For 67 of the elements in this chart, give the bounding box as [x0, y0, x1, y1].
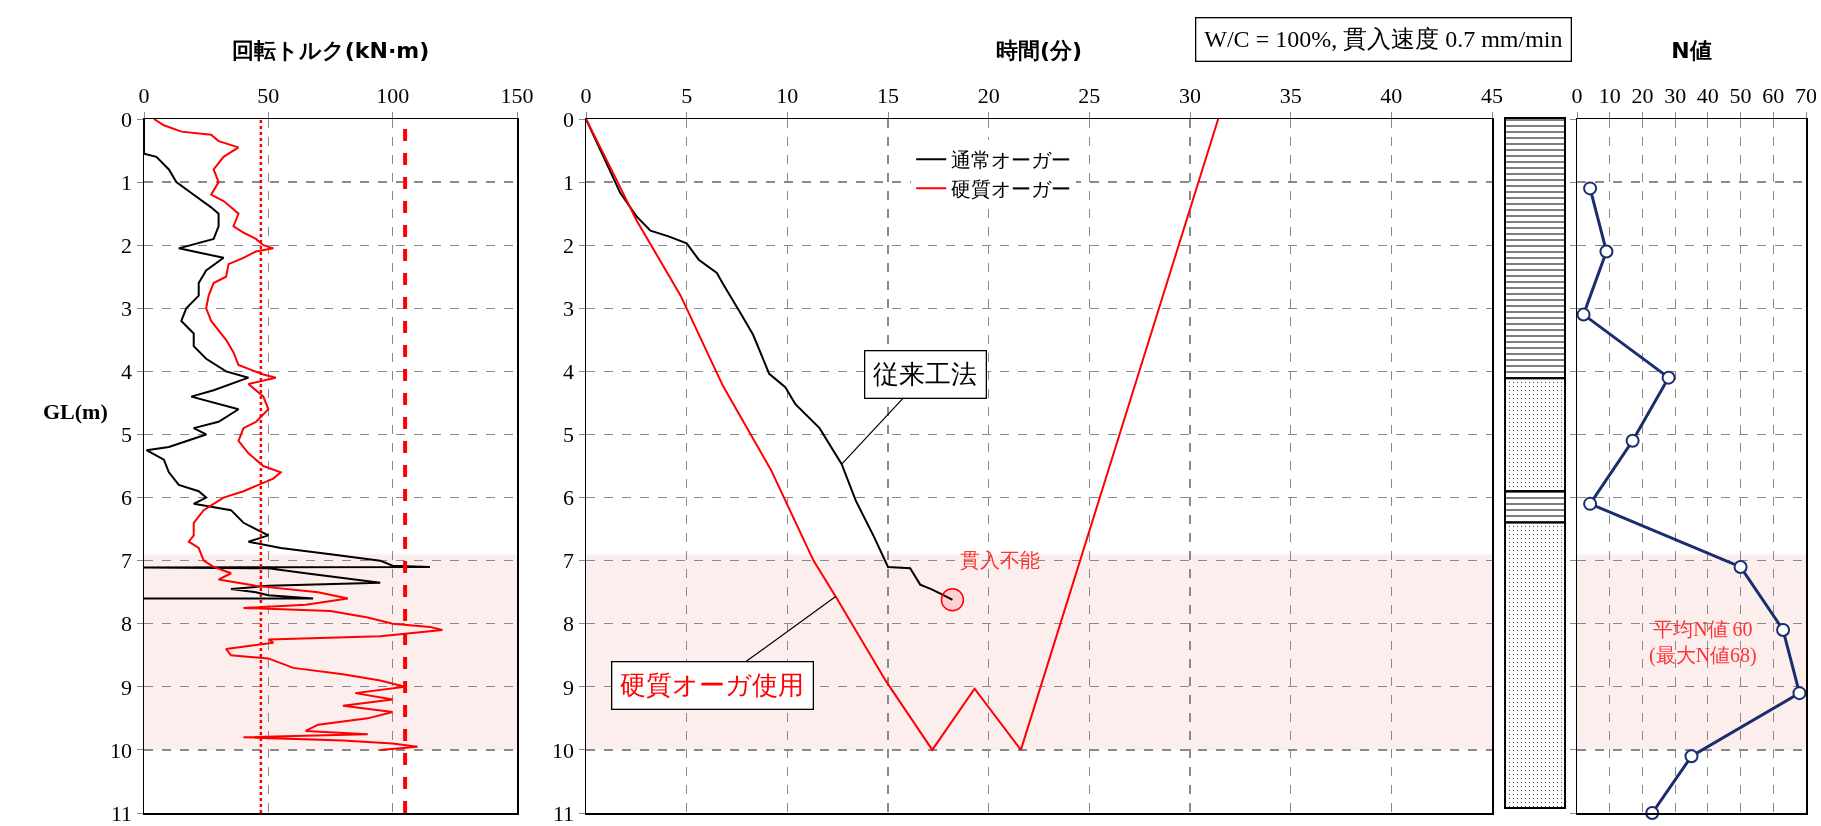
- y-tick-label: 6: [563, 485, 575, 511]
- y-tick-label: 8: [563, 611, 575, 637]
- text: W/C = 100%, 貫入速度 0.7 mm/min: [1204, 26, 1563, 53]
- x-tick-label: 0: [1571, 82, 1583, 108]
- x-tick-label: 5: [681, 82, 693, 108]
- point: [1583, 181, 1598, 196]
- point: [1625, 433, 1640, 448]
- x-tick-label: 40: [1696, 82, 1719, 108]
- y-tick-label: 0: [121, 106, 133, 132]
- point: [1576, 307, 1591, 322]
- y-tick-label: 3: [121, 295, 133, 321]
- y-tick-label: 7: [121, 548, 133, 574]
- y-tick-label: 1: [563, 169, 575, 195]
- y-tick-label: 9: [121, 674, 133, 700]
- point: [1792, 686, 1807, 701]
- y-tick-label: 2: [563, 232, 575, 258]
- x-tick-label: 50: [1729, 82, 1752, 108]
- x-axis-title: 回転トルク(kN·m): [231, 37, 430, 63]
- x-tick-label: 60: [1762, 82, 1785, 108]
- legend-label: 通常オーガー: [951, 148, 1072, 173]
- y-tick-label: 4: [563, 359, 575, 385]
- y-tick-label: 5: [563, 422, 575, 448]
- annotation: 貫入不能: [960, 548, 1040, 572]
- annotation: 硬質オーガ使用: [620, 670, 805, 701]
- y-tick-label: 0: [563, 106, 575, 132]
- x-tick-label: 30: [1179, 82, 1201, 108]
- point: [1684, 749, 1699, 764]
- y-axis-title: GL(m): [43, 399, 108, 424]
- x-tick-label: 20: [977, 82, 1000, 108]
- point: [1776, 623, 1791, 638]
- y-tick-label: 4: [121, 359, 133, 385]
- x-axis-title: 時間(分): [995, 37, 1083, 63]
- point: [1661, 370, 1676, 385]
- x-tick-label: 150: [500, 82, 534, 108]
- y-tick-label: 9: [563, 674, 575, 700]
- y-tick-label: 11: [110, 800, 133, 826]
- x-tick-label: 15: [877, 82, 899, 108]
- annotation: 従来工法: [873, 359, 978, 390]
- x-tick-label: 30: [1664, 82, 1687, 108]
- annotation: 平均N値 60 (最大N値68): [1649, 618, 1757, 667]
- x-tick-label: 25: [1078, 82, 1101, 108]
- y-tick-label: 3: [563, 295, 575, 321]
- x-tick-label: 70: [1795, 82, 1817, 108]
- x-tick-label: 40: [1380, 82, 1403, 108]
- y-tick-label: 5: [121, 422, 133, 448]
- y-tick-label: 2: [121, 232, 133, 258]
- point: [1583, 496, 1598, 511]
- y-tick-label: 1: [121, 169, 133, 195]
- x-tick-label: 35: [1279, 82, 1302, 108]
- x-tick-label: 20: [1631, 82, 1654, 108]
- x-tick-label: 10: [776, 82, 799, 108]
- x-tick-label: 45: [1481, 82, 1503, 108]
- y-tick-label: 10: [552, 737, 575, 763]
- point: [1599, 244, 1614, 259]
- x-axis-title: N値: [1671, 37, 1712, 63]
- x-tick-label: 50: [257, 82, 280, 108]
- x-tick-label: 100: [376, 82, 410, 108]
- y-tick-label: 7: [563, 548, 575, 574]
- x-tick-label: 0: [580, 82, 592, 108]
- y-tick-label: 6: [121, 485, 133, 511]
- legend-label: 硬質オーガー: [951, 177, 1072, 202]
- point: [1733, 559, 1748, 574]
- y-tick-label: 8: [121, 611, 133, 637]
- y-tick-label: 10: [110, 737, 133, 763]
- x-tick-label: 10: [1598, 82, 1621, 108]
- y-tick-label: 11: [552, 800, 575, 826]
- x-tick-label: 0: [138, 82, 150, 108]
